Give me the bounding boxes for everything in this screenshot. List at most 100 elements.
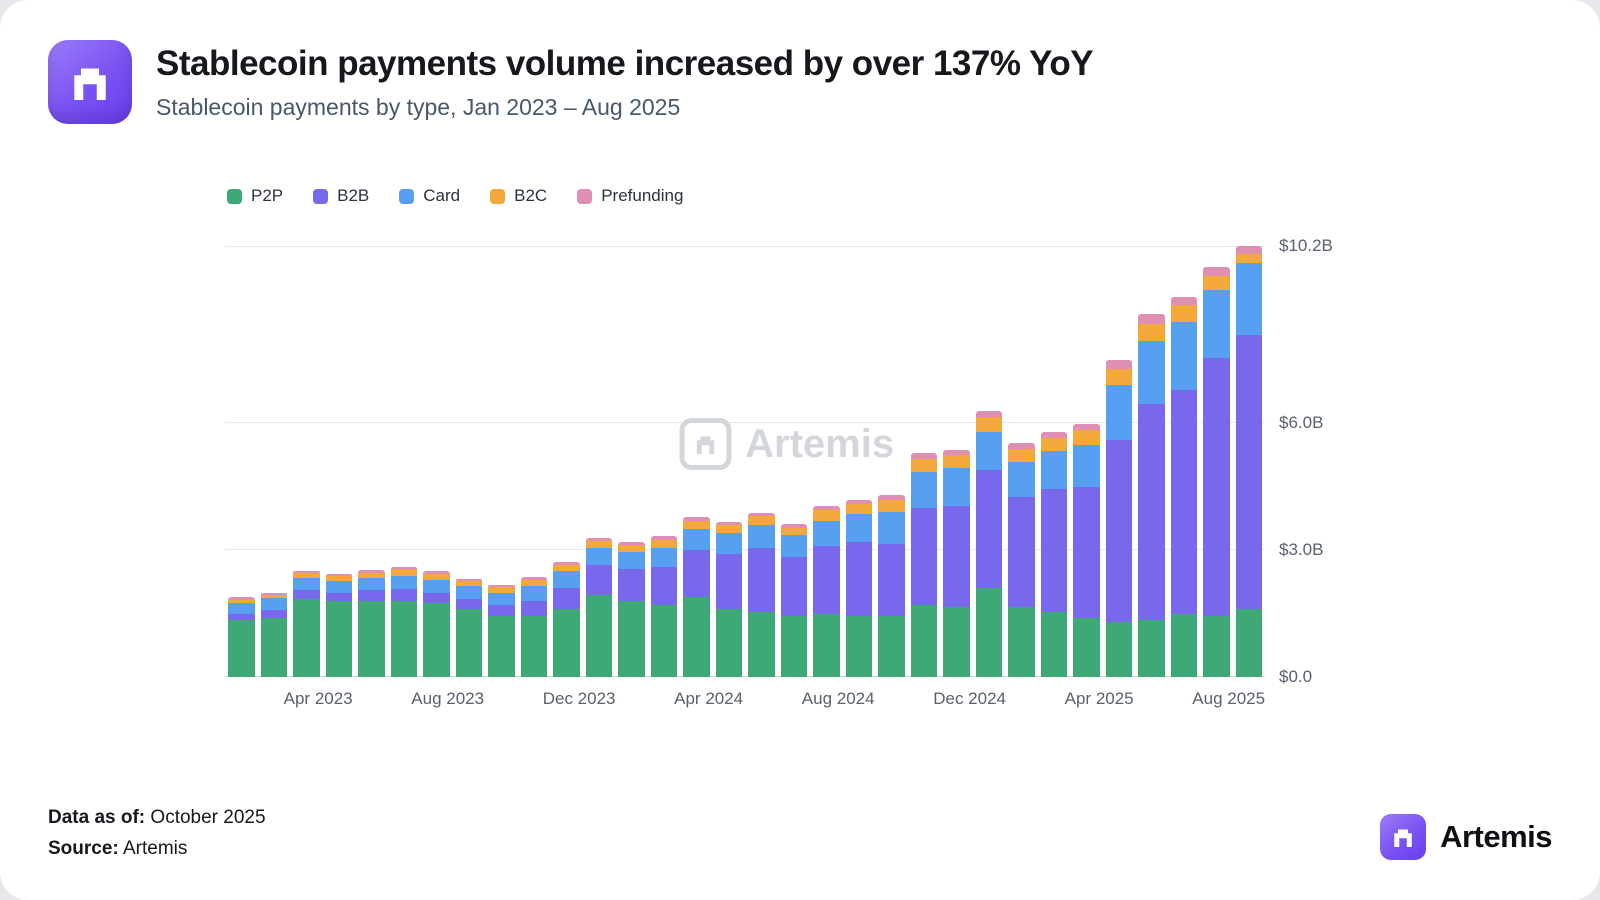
bar-segment-p2p[interactable] [1040, 611, 1067, 677]
bar-segment-b2b[interactable] [260, 610, 287, 618]
bar-segment-card[interactable] [455, 586, 482, 599]
bar-segment-b2c[interactable] [390, 569, 417, 576]
bar-segment-prefunding[interactable] [325, 574, 352, 577]
bar-segment-card[interactable] [553, 571, 580, 589]
bar-column[interactable] [975, 410, 1002, 677]
bar-segment-b2b[interactable] [618, 569, 645, 601]
bar-segment-card[interactable] [780, 535, 807, 557]
bar-column[interactable] [1235, 246, 1262, 677]
bar-segment-b2c[interactable] [1170, 305, 1197, 323]
bar-column[interactable] [715, 521, 742, 677]
bar-segment-p2p[interactable] [618, 600, 645, 677]
bar-segment-b2b[interactable] [650, 567, 677, 606]
legend-item-p2p[interactable]: P2P [227, 186, 283, 206]
bar-segment-p2p[interactable] [455, 609, 482, 677]
bar-segment-b2c[interactable] [358, 572, 385, 578]
bar-segment-b2c[interactable] [748, 516, 775, 525]
bar-segment-b2b[interactable] [1040, 488, 1067, 612]
bar-segment-b2c[interactable] [423, 573, 450, 580]
bar-column[interactable] [293, 570, 320, 677]
bar-segment-b2b[interactable] [878, 543, 905, 616]
bar-segment-card[interactable] [520, 586, 547, 601]
bar-segment-prefunding[interactable] [845, 499, 872, 504]
bar-segment-b2b[interactable] [585, 565, 612, 595]
bar-segment-b2c[interactable] [813, 510, 840, 521]
bar-column[interactable] [650, 536, 677, 677]
bar-segment-b2b[interactable] [845, 541, 872, 616]
bar-column[interactable] [260, 592, 287, 677]
bar-column[interactable] [813, 505, 840, 677]
bar-segment-p2p[interactable] [1138, 619, 1165, 677]
bar-segment-b2c[interactable] [845, 503, 872, 515]
bar-segment-b2c[interactable] [683, 520, 710, 530]
bar-segment-p2p[interactable] [1105, 622, 1132, 677]
bar-segment-b2c[interactable] [488, 587, 515, 593]
bar-segment-card[interactable] [618, 552, 645, 570]
bar-segment-prefunding[interactable] [943, 450, 970, 456]
bar-segment-b2b[interactable] [813, 546, 840, 614]
bar-segment-card[interactable] [423, 579, 450, 593]
bar-segment-p2p[interactable] [683, 596, 710, 677]
bar-column[interactable] [228, 597, 255, 677]
bar-segment-prefunding[interactable] [618, 541, 645, 545]
bar-segment-p2p[interactable] [845, 615, 872, 677]
bar-column[interactable] [910, 453, 937, 677]
bar-segment-card[interactable] [878, 512, 905, 544]
bar-segment-b2c[interactable] [228, 599, 255, 604]
bar-column[interactable] [780, 524, 807, 677]
bar-segment-b2b[interactable] [1203, 357, 1230, 616]
bar-segment-card[interactable] [1170, 322, 1197, 390]
bar-segment-prefunding[interactable] [780, 524, 807, 528]
bar-segment-card[interactable] [845, 514, 872, 542]
bar-segment-card[interactable] [715, 533, 742, 555]
bar-column[interactable] [423, 570, 450, 677]
bar-segment-b2c[interactable] [455, 581, 482, 587]
bar-segment-prefunding[interactable] [683, 517, 710, 521]
bar-column[interactable] [358, 570, 385, 677]
bar-segment-b2b[interactable] [553, 588, 580, 610]
bar-segment-p2p[interactable] [553, 609, 580, 677]
bar-segment-p2p[interactable] [748, 611, 775, 677]
bar-segment-b2c[interactable] [325, 576, 352, 581]
bar-segment-card[interactable] [1040, 450, 1067, 489]
bar-column[interactable] [1170, 296, 1197, 677]
bar-segment-b2b[interactable] [423, 592, 450, 604]
bar-segment-p2p[interactable] [1008, 607, 1035, 677]
bar-segment-p2p[interactable] [325, 600, 352, 677]
legend-item-b2c[interactable]: B2C [490, 186, 547, 206]
bar-column[interactable] [488, 585, 515, 677]
bar-segment-card[interactable] [1073, 444, 1100, 487]
bar-segment-b2c[interactable] [1040, 438, 1067, 451]
bar-segment-card[interactable] [910, 472, 937, 508]
bar-segment-b2b[interactable] [390, 589, 417, 601]
bar-segment-p2p[interactable] [910, 605, 937, 677]
bar-segment-b2b[interactable] [780, 556, 807, 616]
bar-segment-p2p[interactable] [390, 600, 417, 677]
bar-segment-b2c[interactable] [975, 417, 1002, 432]
bar-segment-prefunding[interactable] [748, 513, 775, 517]
bar-segment-prefunding[interactable] [455, 578, 482, 582]
bar-segment-prefunding[interactable] [585, 537, 612, 541]
bar-column[interactable] [325, 574, 352, 677]
bar-segment-prefunding[interactable] [358, 570, 385, 573]
bar-segment-card[interactable] [358, 577, 385, 591]
bar-segment-b2b[interactable] [1008, 497, 1035, 608]
bar-segment-b2c[interactable] [943, 455, 970, 468]
bar-segment-b2c[interactable] [910, 459, 937, 473]
legend-item-b2b[interactable]: B2B [313, 186, 369, 206]
bar-segment-b2c[interactable] [1203, 275, 1230, 291]
bar-segment-b2c[interactable] [1073, 429, 1100, 445]
bar-column[interactable] [943, 450, 970, 677]
bar-segment-card[interactable] [390, 575, 417, 590]
bar-segment-b2c[interactable] [650, 539, 677, 549]
bar-column[interactable] [878, 495, 905, 677]
bar-segment-b2b[interactable] [325, 592, 352, 601]
bar-segment-b2b[interactable] [455, 598, 482, 610]
bar-segment-prefunding[interactable] [1203, 267, 1230, 276]
bar-segment-b2b[interactable] [488, 605, 515, 616]
bar-column[interactable] [1008, 442, 1035, 677]
bar-segment-p2p[interactable] [1203, 615, 1230, 677]
bar-segment-b2b[interactable] [1073, 486, 1100, 618]
bar-segment-card[interactable] [748, 524, 775, 549]
bar-segment-b2b[interactable] [520, 600, 547, 616]
